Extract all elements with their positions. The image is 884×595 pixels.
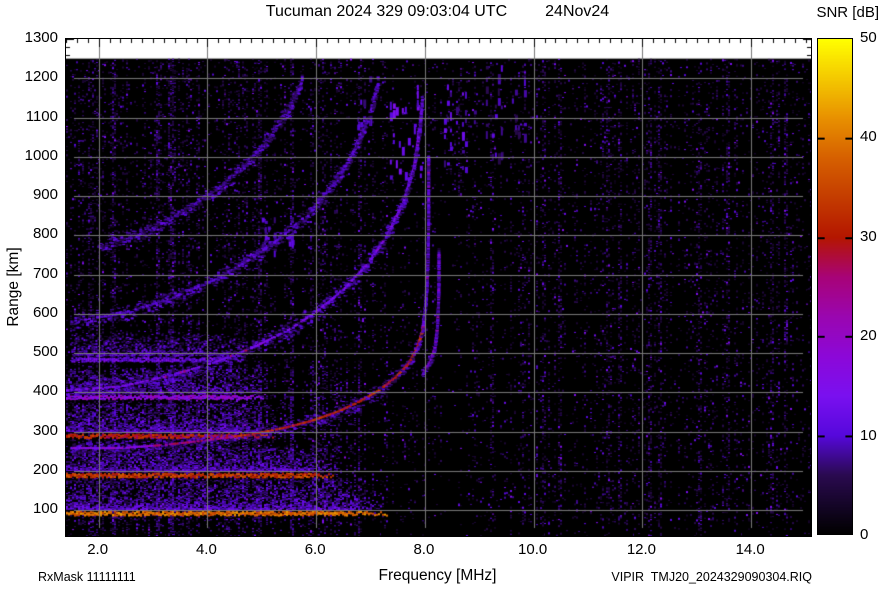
x-tick-label: 4.0 [195, 541, 217, 558]
y-tick-label: 200 [32, 460, 58, 478]
x-tick-label: 10.0 [518, 541, 548, 558]
y-tick-label: 700 [32, 264, 58, 282]
y-tick-label: 800 [32, 225, 58, 243]
y-tick-label: 1300 [24, 29, 58, 46]
x-tick-label: 6.0 [304, 541, 326, 558]
y-tick-label: 1200 [24, 68, 58, 86]
x-tick-label: 14.0 [735, 541, 765, 558]
y-tick-label: 1100 [25, 107, 58, 125]
x-tick-label: 8.0 [413, 541, 435, 558]
y-tick-label: 100 [32, 500, 58, 518]
y-tick-label: 1000 [24, 146, 58, 164]
colorbar-title: SNR [dB] [816, 4, 879, 21]
filename-label: VIPIR TMJ20_2024329090304.RIQ [611, 570, 812, 584]
y-tick-label: 900 [32, 186, 58, 204]
y-tick-label: 400 [32, 382, 58, 400]
colorbar-tick-label: 10 [860, 426, 877, 444]
colorbar-tick-label: 50 [860, 29, 877, 46]
ionogram-plot-canvas [65, 38, 812, 537]
colorbar-tick-label: 30 [860, 227, 877, 245]
y-tick-label: 300 [32, 421, 58, 439]
y-tick-label: 500 [32, 343, 58, 361]
x-axis-label: Frequency [MHz] [378, 567, 497, 584]
x-tick-label: 12.0 [626, 541, 657, 558]
y-tick-label: 600 [32, 303, 58, 321]
colorbar-tick-label: 40 [860, 128, 877, 146]
x-tick-label: 2.0 [87, 541, 109, 558]
rx-mask-label: RxMask 11111111 [38, 570, 136, 584]
page-title-line: Tucuman 2024 329 09:03:04 UTC 24Nov24 [65, 3, 810, 21]
colorbar-tick-label: 20 [860, 327, 877, 345]
colorbar-tick-label: 0 [860, 526, 869, 543]
date-label: 24Nov24 [545, 3, 610, 20]
page-title: Tucuman 2024 329 09:03:04 UTC [265, 3, 508, 20]
colorbar-gradient [817, 38, 853, 535]
